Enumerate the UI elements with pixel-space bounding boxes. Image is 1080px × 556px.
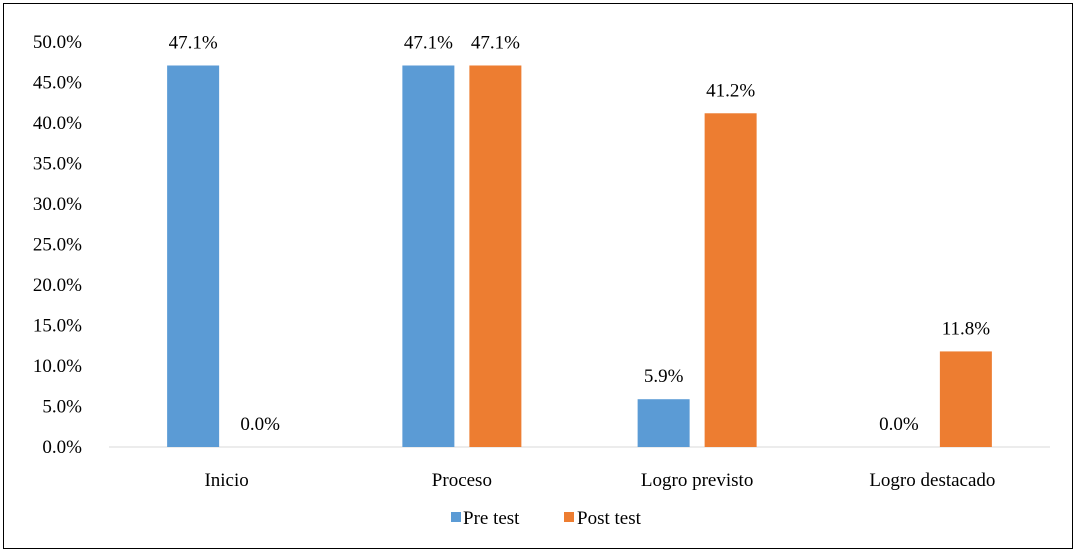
data-label: 0.0% (240, 414, 280, 435)
data-label: 47.1% (169, 32, 218, 53)
y-tick-label: 50.0% (33, 32, 82, 53)
legend-swatch (564, 512, 574, 522)
category-label: Inicio (204, 470, 248, 491)
data-label: 11.8% (942, 318, 991, 339)
data-label: 41.2% (706, 80, 755, 101)
y-tick-label: 0.0% (42, 437, 82, 458)
legend-label: Pre test (463, 508, 520, 529)
bar-pre-test (402, 65, 455, 448)
data-label: 5.9% (644, 366, 684, 387)
data-label: 47.1% (471, 32, 520, 53)
legend-swatch (451, 512, 461, 522)
category-label: Proceso (432, 470, 492, 491)
bar-post-test (704, 113, 757, 447)
y-tick-label: 25.0% (33, 235, 82, 256)
y-tick-label: 45.0% (33, 73, 82, 94)
y-tick-label: 40.0% (33, 113, 82, 134)
y-tick-label: 20.0% (33, 275, 82, 296)
chart-frame: 0.0% 5.0% 10.0% 15.0% 20.0% 25.0% 30.0% 35.0% 40… (3, 3, 1073, 549)
y-tick-label: 5.0% (42, 397, 82, 418)
y-tick-label: 10.0% (33, 356, 82, 377)
y-tick-label: 35.0% (33, 154, 82, 175)
y-tick-label: 30.0% (33, 194, 82, 215)
category-label: Logro destacado (869, 470, 995, 491)
bar-post-test (939, 351, 992, 447)
data-label: 47.1% (404, 32, 453, 53)
y-tick-label: 15.0% (33, 316, 82, 337)
category-label: Logro previsto (641, 470, 753, 491)
bar-pre-test (167, 65, 220, 448)
bar-chart: 0.0% 5.0% 10.0% 15.0% 20.0% 25.0% 30.0% 35.0% 40… (33, 32, 1050, 529)
bar-pre-test (637, 399, 690, 447)
data-label: 0.0% (879, 414, 919, 435)
legend-label: Post test (577, 508, 642, 529)
bar-post-test (469, 65, 522, 448)
